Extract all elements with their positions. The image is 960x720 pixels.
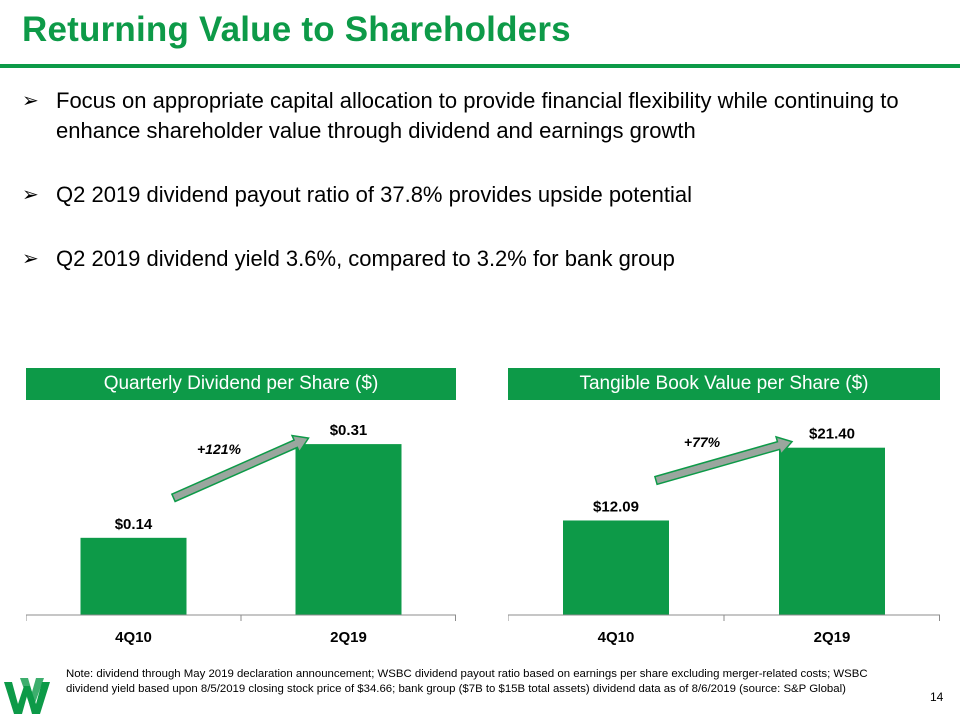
x-tick-label: 2Q19 (814, 629, 851, 646)
bullet-item: ➢ Q2 2019 dividend yield 3.6%, compared … (22, 244, 937, 274)
x-tick-label: 2Q19 (330, 629, 367, 646)
arrow-bullet-icon: ➢ (22, 90, 39, 112)
title-rule (0, 64, 960, 68)
growth-label: +121% (197, 441, 242, 457)
page-number: 14 (930, 690, 944, 704)
bullet-list: ➢ Focus on appropriate capital allocatio… (22, 86, 937, 274)
dividend-bar-chart: $0.14 4Q10 $0.31 2Q19 +121% (26, 422, 456, 646)
page-title: Returning Value to Shareholders (22, 10, 571, 49)
bar-4Q10 (563, 520, 669, 615)
dividend-chart-title: Quarterly Dividend per Share ($) (26, 368, 456, 400)
x-tick-label: 4Q10 (115, 629, 152, 646)
bullet-text: Q2 2019 dividend payout ratio of 37.8% p… (56, 182, 692, 207)
growth-label: +77% (684, 434, 721, 450)
footnote: Note: dividend through May 2019 declarat… (66, 668, 868, 695)
data-label: $21.40 (809, 426, 855, 443)
bullet-item: ➢ Focus on appropriate capital allocatio… (22, 86, 937, 146)
data-label: $0.14 (115, 516, 153, 533)
bar-2Q19 (779, 447, 885, 615)
arrow-bullet-icon: ➢ (22, 184, 39, 206)
bar-4Q10 (80, 537, 187, 615)
x-tick-label: 4Q10 (598, 629, 635, 646)
tbv-chart-title: Tangible Book Value per Share ($) (508, 368, 940, 400)
bullet-item: ➢ Q2 2019 dividend payout ratio of 37.8%… (22, 180, 937, 210)
data-label: $0.31 (330, 422, 368, 439)
company-logo-icon (4, 678, 50, 714)
tbv-bar-chart: $12.09 4Q10 $21.40 2Q19 +77% (508, 426, 940, 646)
data-label: $12.09 (593, 498, 639, 515)
growth-arrow-icon (653, 435, 794, 486)
growth-arrow-icon (170, 434, 310, 503)
bullet-text: Q2 2019 dividend yield 3.6%, compared to… (56, 246, 675, 271)
bar-2Q19 (295, 444, 402, 615)
bullet-text: Focus on appropriate capital allocation … (56, 88, 899, 143)
arrow-bullet-icon: ➢ (22, 248, 39, 270)
